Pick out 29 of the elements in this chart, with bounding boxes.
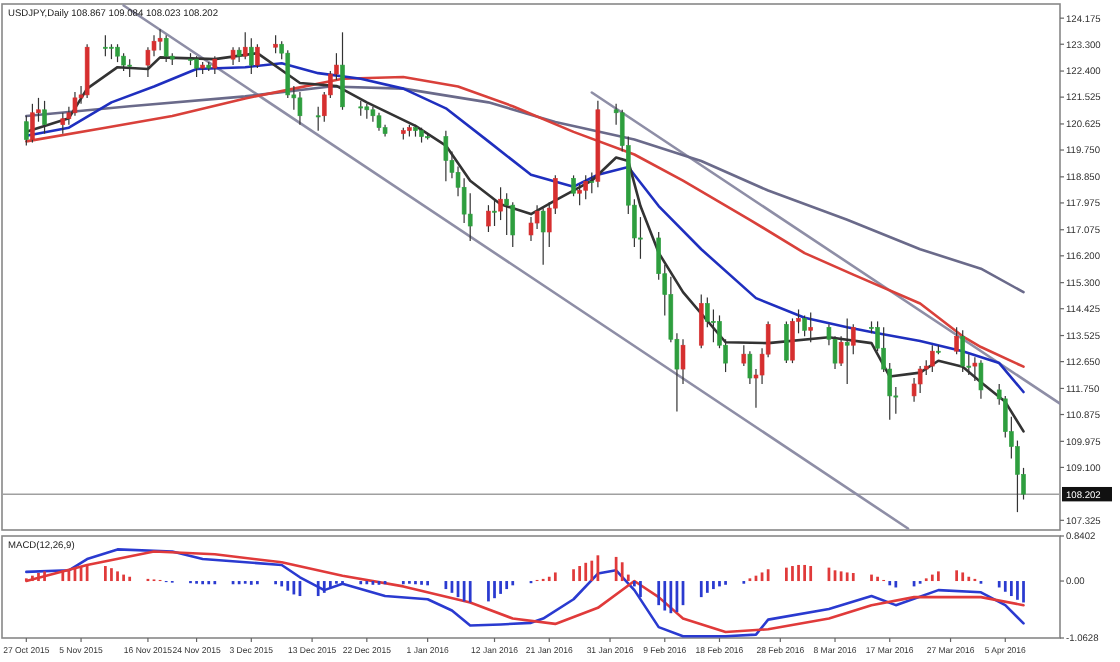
candlestick bbox=[297, 91, 303, 126]
candlestick bbox=[978, 359, 984, 400]
candlestick bbox=[844, 317, 850, 385]
candlestick bbox=[784, 320, 789, 364]
candlestick bbox=[540, 207, 546, 266]
candlestick bbox=[680, 338, 686, 385]
candlestick bbox=[510, 201, 516, 248]
candlestick bbox=[917, 365, 923, 394]
candlestick bbox=[60, 112, 66, 135]
candlestick bbox=[103, 34, 108, 57]
candlestick bbox=[930, 344, 935, 373]
candlestick bbox=[42, 100, 47, 135]
candlestick bbox=[802, 314, 807, 337]
candlestick bbox=[157, 28, 163, 51]
candlestick bbox=[571, 174, 576, 197]
candlestick bbox=[741, 344, 747, 367]
candlestick bbox=[486, 204, 491, 233]
candlestick bbox=[972, 356, 978, 382]
candlestick bbox=[954, 326, 959, 355]
candlestick bbox=[960, 329, 965, 373]
candlestick bbox=[790, 317, 795, 364]
candlestick bbox=[30, 103, 35, 144]
candlestick bbox=[583, 174, 588, 200]
candlestick bbox=[443, 130, 449, 182]
candlestick bbox=[72, 91, 78, 117]
candlestick bbox=[808, 311, 813, 343]
candlestick bbox=[698, 293, 704, 349]
line-series bbox=[25, 85, 1025, 294]
candlestick bbox=[577, 183, 582, 206]
